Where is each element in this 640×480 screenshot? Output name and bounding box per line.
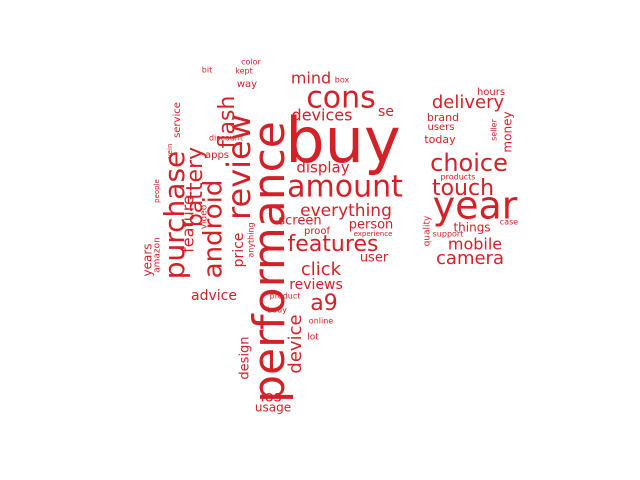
word-battery: battery <box>183 147 208 227</box>
word-device: device <box>285 314 306 373</box>
word-products: products <box>441 173 476 182</box>
word-person: person <box>349 218 394 233</box>
word-cons: cons <box>306 81 376 116</box>
word-years: years <box>141 243 155 276</box>
word-delivery: delivery <box>432 92 505 113</box>
word-a9: a9 <box>310 291 337 316</box>
word-seller: seller <box>490 118 499 140</box>
word-amount: amount <box>287 170 403 205</box>
word-case: case <box>500 218 518 227</box>
word-mobile: mobile <box>448 235 502 254</box>
word-experience: experience <box>354 230 393 238</box>
word-advice: advice <box>191 288 237 304</box>
word-things: things <box>453 221 490 235</box>
word-service: service <box>172 102 183 138</box>
word-bit: bit <box>202 66 212 75</box>
word-price: price <box>231 233 247 268</box>
word-online: online <box>309 317 333 326</box>
word-flash: flash <box>215 96 240 149</box>
word-video: video <box>200 204 210 229</box>
word-se: se <box>378 104 394 120</box>
word-screen: screen <box>278 214 321 229</box>
word-anything: anything <box>247 222 256 257</box>
word-touch: touch <box>432 176 494 201</box>
word-buy: buy <box>285 104 400 177</box>
word-vein: vein <box>166 144 174 159</box>
word-year: year <box>433 184 518 228</box>
word-design: design <box>238 336 253 379</box>
word-hours: hours <box>477 87 505 98</box>
word-purchase: purchase <box>158 151 191 280</box>
word-today: today <box>424 133 456 146</box>
word-money: money <box>501 111 515 152</box>
word-feature: feature <box>179 195 198 253</box>
word-discount: discount <box>209 134 243 143</box>
word-mind: mind <box>291 69 331 88</box>
word-click: click <box>301 259 342 280</box>
word-everything: everything <box>300 201 392 221</box>
word-product: product <box>270 292 301 301</box>
word-support: support <box>433 230 464 239</box>
word-people: people <box>153 179 161 203</box>
word-body: body <box>267 306 287 315</box>
word-review: review <box>220 114 258 220</box>
word-quality: quality <box>423 215 433 246</box>
word-amazon: amazon <box>153 237 163 273</box>
word-display: display <box>296 159 349 177</box>
word-camera: camera <box>436 248 504 269</box>
word-way: way <box>237 79 257 90</box>
word-choice: choice <box>430 149 508 177</box>
word-brand: brand <box>427 111 459 124</box>
word-reviews: reviews <box>289 277 343 293</box>
word-apps: apps <box>205 150 229 161</box>
word-devices: devices <box>292 106 353 125</box>
word-ios: ios <box>260 388 281 406</box>
word-performance: performance <box>244 121 295 403</box>
word-user: user <box>360 251 389 266</box>
word-proof: proof <box>304 226 330 237</box>
word-kept: kept <box>235 67 252 76</box>
word-lot: lot <box>307 333 319 343</box>
word-android: android <box>199 180 229 279</box>
word-usage: usage <box>255 401 291 415</box>
word-color: color <box>241 58 261 67</box>
word-box: box <box>335 76 350 85</box>
word-features: features <box>288 232 379 257</box>
word-users: users <box>427 122 454 133</box>
